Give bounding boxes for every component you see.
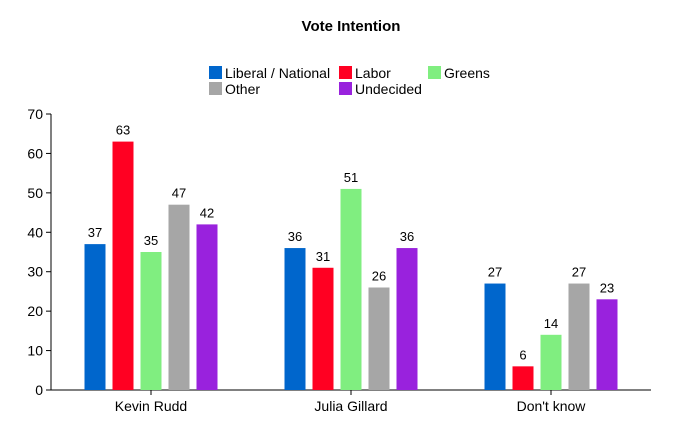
- legend-swatch: [209, 82, 222, 95]
- data-label: 23: [600, 280, 614, 295]
- bar: [512, 366, 534, 390]
- bar: [168, 204, 190, 390]
- legend-swatch: [339, 82, 352, 95]
- y-tick-label: 0: [35, 382, 43, 398]
- bar: [568, 283, 590, 390]
- bars: [84, 141, 618, 390]
- data-label: 37: [88, 225, 102, 240]
- data-label: 35: [144, 233, 158, 248]
- x-tick-label: Kevin Rudd: [115, 398, 187, 414]
- data-label: 42: [200, 205, 214, 220]
- bar: [396, 248, 418, 390]
- y-tick-label: 70: [27, 106, 43, 122]
- bar: [112, 141, 134, 390]
- legend-label: Liberal / National: [225, 65, 330, 81]
- legend-label: Labor: [355, 65, 391, 81]
- data-label: 36: [288, 229, 302, 244]
- data-label: 36: [400, 229, 414, 244]
- legend: Liberal / National Labor Greens Other Undeci…: [209, 65, 490, 97]
- bar: [368, 287, 390, 390]
- y-tick-label: 50: [27, 185, 43, 201]
- bar: [140, 252, 162, 390]
- y-axis: 0 10 20 30 40 50 60 70: [27, 106, 52, 398]
- bar: [196, 224, 218, 390]
- legend-label: Undecided: [355, 81, 422, 97]
- y-tick-label: 10: [27, 343, 43, 359]
- legend-swatch: [339, 66, 352, 79]
- bar: [540, 334, 562, 390]
- y-tick-label: 20: [27, 303, 43, 319]
- data-label: 47: [172, 186, 186, 201]
- legend-label: Other: [225, 81, 260, 97]
- bar: [596, 299, 618, 390]
- legend-label: Greens: [444, 65, 490, 81]
- bar: [340, 188, 362, 390]
- chart-title: Vote Intention: [302, 18, 401, 35]
- data-label: 14: [544, 316, 558, 331]
- x-tick-label: Julia Gillard: [314, 398, 387, 414]
- data-label: 27: [488, 265, 502, 280]
- y-tick-label: 60: [27, 145, 43, 161]
- y-tick-label: 40: [27, 224, 43, 240]
- x-axis: Kevin Rudd Julia Gillard Don't know: [51, 389, 651, 414]
- data-label: 6: [519, 347, 526, 362]
- data-label: 51: [344, 170, 358, 185]
- legend-swatch: [209, 66, 222, 79]
- legend-swatch: [428, 66, 441, 79]
- bar: [284, 248, 306, 390]
- y-tick-label: 30: [27, 264, 43, 280]
- data-label: 63: [116, 123, 130, 138]
- bar: [484, 283, 506, 390]
- data-label: 31: [316, 249, 330, 264]
- x-tick-label: Don't know: [517, 398, 587, 414]
- data-label: 26: [372, 268, 386, 283]
- bar: [84, 244, 106, 390]
- bar: [312, 267, 334, 390]
- data-label: 27: [572, 265, 586, 280]
- data-labels: 37 63 35 47 42 36 31 51 26 36 27 6 14 27 23: [88, 123, 614, 363]
